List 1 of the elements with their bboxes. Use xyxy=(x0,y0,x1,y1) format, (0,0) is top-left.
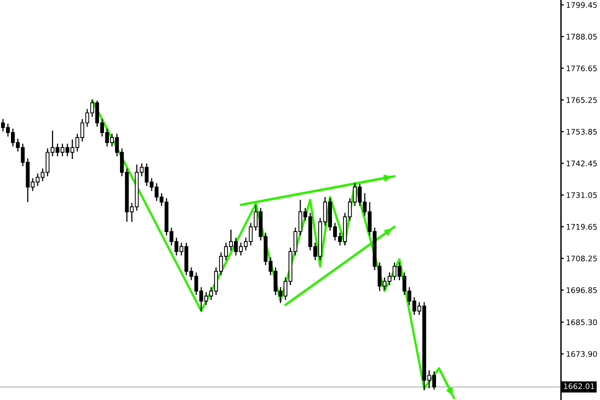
line-series xyxy=(91,98,456,400)
